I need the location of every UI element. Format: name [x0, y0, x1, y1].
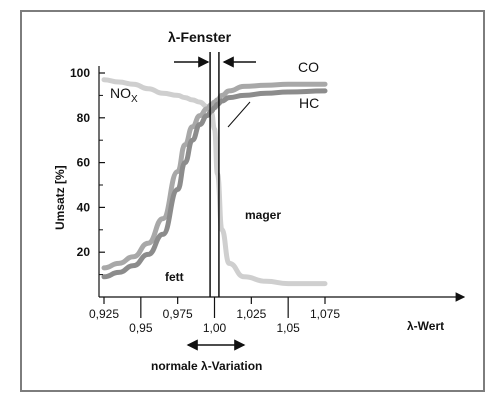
nox-label: NOX — [110, 85, 138, 105]
y-tick-label: 100 — [70, 66, 90, 80]
y-tick-label: 80 — [77, 111, 91, 125]
fett-label: fett — [165, 270, 184, 284]
y-axis-label: Umsatz [%] — [53, 165, 67, 230]
x-tick-label: 0,925 — [89, 307, 119, 321]
x-tick-label: 1,05 — [276, 321, 300, 335]
x-tick-label: 1,00 — [203, 321, 227, 335]
x-tick-label: 0,975 — [163, 307, 193, 321]
mager-label: mager — [245, 208, 281, 222]
y-tick-label: 60 — [77, 156, 91, 170]
x-tick-label: 1,075 — [310, 307, 340, 321]
y-ticks: 20 40 60 80 100 — [70, 66, 105, 276]
curves — [101, 77, 328, 287]
variation-label: normale λ-Variation — [151, 359, 262, 373]
y-tick-label: 40 — [77, 200, 91, 214]
hc-pointer-line — [227, 101, 251, 128]
y-tick-label: 20 — [77, 245, 91, 259]
x-axis-label: λ-Wert — [407, 319, 444, 333]
series-hc-line — [101, 88, 328, 280]
chart-title: λ-Fenster — [168, 29, 232, 45]
x-tick-label: 1,025 — [236, 307, 266, 321]
series-co-line — [101, 81, 328, 271]
co-label: CO — [298, 59, 319, 75]
chart-frame — [20, 10, 485, 392]
x-tick-label: 0,95 — [129, 321, 153, 335]
x-ticks: 0,925 0,975 1,025 1,075 0,95 1,00 1,05 — [89, 297, 340, 335]
hc-label: HC — [299, 95, 319, 111]
